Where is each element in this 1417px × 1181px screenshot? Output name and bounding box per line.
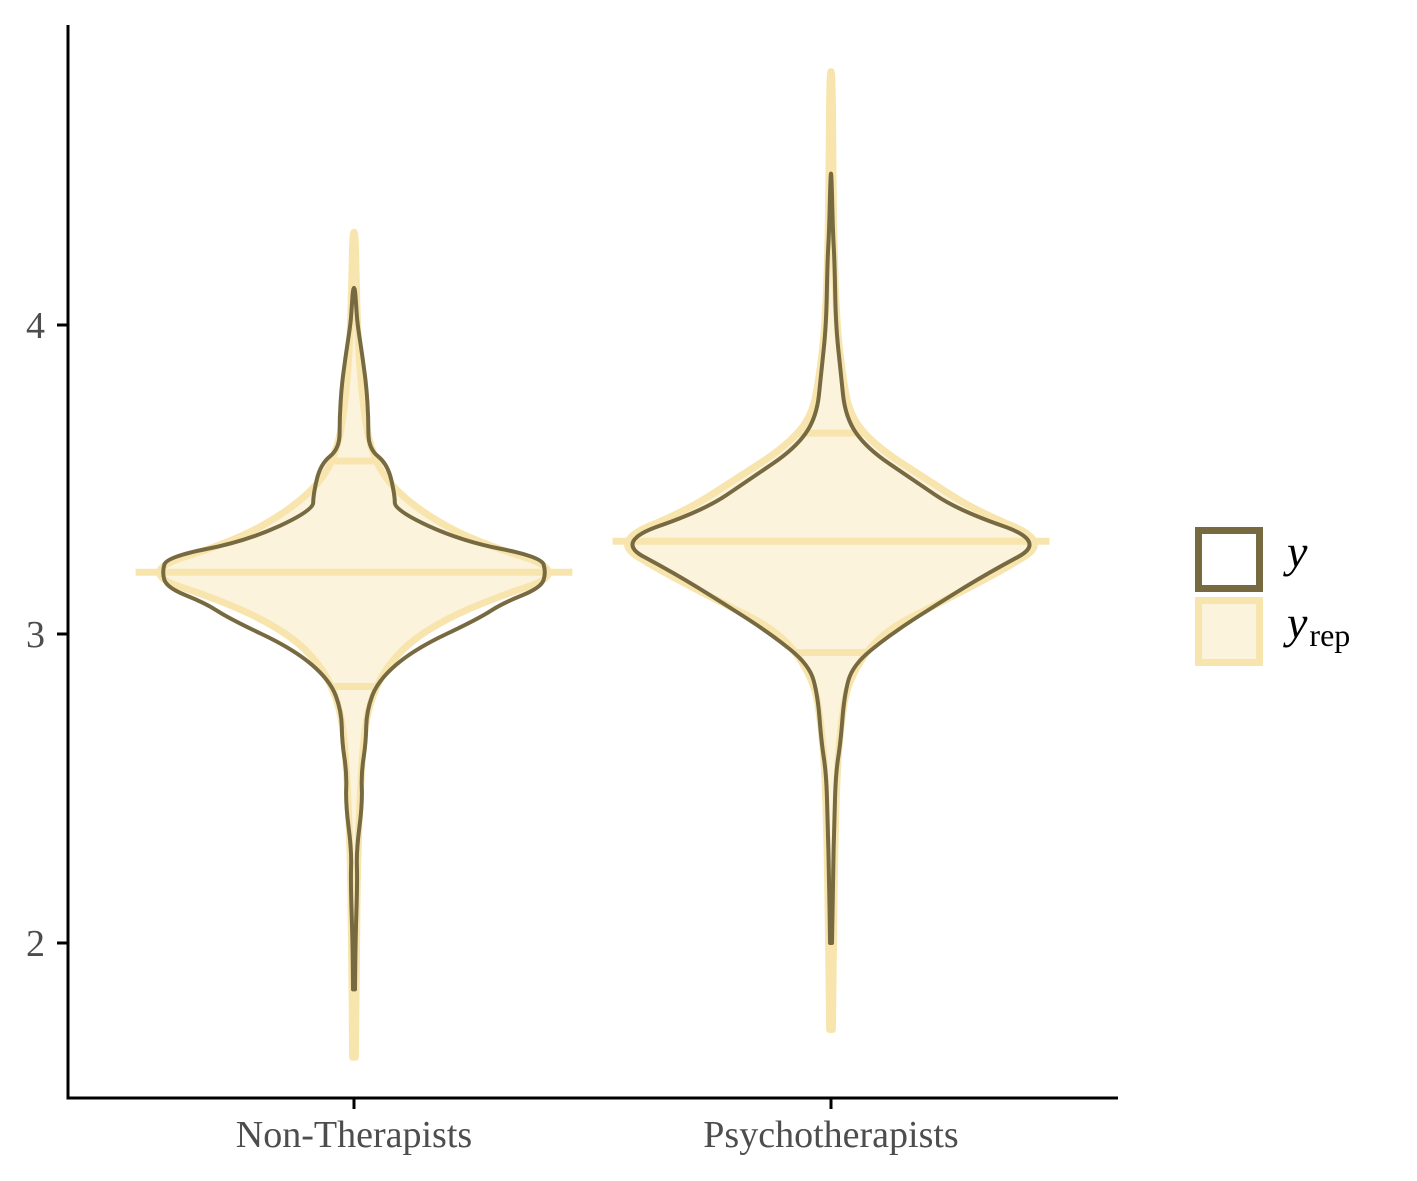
x-axis-ticks: Non-Therapists Psychotherapists (236, 1098, 959, 1156)
y-violin-psychotherapists (630, 171, 1032, 945)
legend: y yrep (1195, 526, 1350, 666)
y-tick-label-2: 2 (26, 923, 45, 965)
yrep-violin-non-therapists (156, 228, 552, 1061)
legend-label-yrep-subscript: rep (1309, 617, 1350, 653)
y-tick-label-4: 4 (26, 305, 45, 347)
legend-label-y: y (1283, 526, 1308, 577)
y-violins (161, 171, 1032, 992)
legend-key-yrep (1195, 597, 1263, 666)
legend-key-y (1195, 527, 1263, 592)
y-violin-non-therapists (161, 285, 547, 992)
yrep-violin-psychotherapists (624, 68, 1038, 1033)
x-tick-label-non-therapists: Non-Therapists (236, 1114, 472, 1156)
y-tick-label-3: 3 (26, 614, 45, 656)
y-axis-ticks: 2 3 4 (26, 305, 68, 965)
svg-text:y: y (1283, 526, 1308, 577)
x-tick-label-psychotherapists: Psychotherapists (703, 1114, 958, 1156)
svg-text:yrep: yrep (1283, 597, 1350, 653)
yrep-violins (135, 68, 1050, 1061)
legend-label-yrep: y (1283, 597, 1308, 648)
